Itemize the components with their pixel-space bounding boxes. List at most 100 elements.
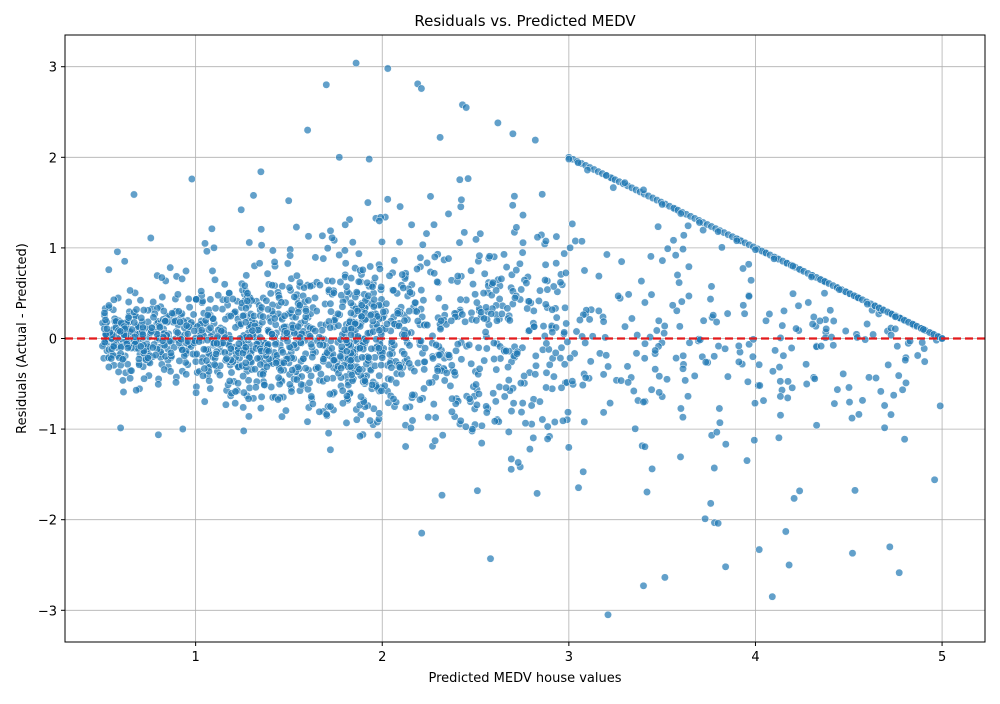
scatter-point xyxy=(363,278,372,287)
scatter-point xyxy=(601,333,610,342)
scatter-point xyxy=(930,475,939,484)
scatter-point xyxy=(531,351,540,360)
scatter-point xyxy=(367,344,376,353)
scatter-point xyxy=(338,302,347,311)
scatter-point xyxy=(762,316,770,325)
scatter-point xyxy=(387,363,396,372)
scatter-point xyxy=(734,341,743,350)
scatter-point xyxy=(303,417,312,426)
scatter-point xyxy=(503,304,512,313)
scatter-point xyxy=(629,387,638,395)
scatter-point xyxy=(135,355,143,363)
scatter-point xyxy=(172,378,180,387)
scatter-point xyxy=(755,545,764,554)
scatter-point xyxy=(116,423,125,432)
scatter-point xyxy=(199,345,208,354)
scatter-point xyxy=(550,418,559,426)
scatter-point xyxy=(257,392,266,401)
scatter-point xyxy=(581,373,590,382)
scatter-point xyxy=(334,309,342,318)
scatter-point xyxy=(568,219,577,228)
scatter-point xyxy=(869,330,878,339)
scatter-point xyxy=(100,338,109,347)
scatter-point xyxy=(778,321,787,330)
scatter-point xyxy=(646,333,655,342)
scatter-point xyxy=(200,397,209,406)
scatter-point xyxy=(807,272,816,281)
scatter-point xyxy=(378,353,387,362)
scatter-point xyxy=(354,277,363,286)
scatter-point xyxy=(272,358,281,367)
scatter-point xyxy=(206,323,215,332)
scatter-point xyxy=(107,354,116,363)
scatter-point xyxy=(519,238,527,247)
scatter-point xyxy=(346,356,355,365)
scatter-point xyxy=(829,317,838,325)
scatter-point xyxy=(538,190,547,199)
scatter-point xyxy=(249,191,258,200)
scatter-point xyxy=(355,344,364,353)
scatter-point xyxy=(408,416,417,425)
scatter-point xyxy=(284,196,293,205)
scatter-point xyxy=(455,175,464,184)
scatter-point xyxy=(783,393,792,402)
scatter-point xyxy=(109,295,118,304)
scatter-point xyxy=(774,433,783,442)
scatter-point xyxy=(880,401,889,410)
scatter-point xyxy=(481,328,490,337)
scatter-point xyxy=(124,313,133,322)
scatter-point xyxy=(396,202,405,211)
scatter-point xyxy=(207,224,216,233)
scatter-point xyxy=(378,237,386,246)
scatter-point xyxy=(543,285,552,294)
scatter-point xyxy=(490,417,499,426)
scatter-point xyxy=(228,295,237,303)
scatter-point xyxy=(739,264,747,273)
scatter-point xyxy=(433,277,442,286)
scatter-point xyxy=(300,283,309,292)
scatter-point xyxy=(292,223,301,232)
scatter-point xyxy=(863,300,872,309)
scatter-point xyxy=(609,183,618,192)
scatter-point xyxy=(902,378,910,387)
scatter-point xyxy=(477,439,486,448)
scatter-point xyxy=(266,289,275,298)
scatter-point xyxy=(679,245,687,254)
scatter-point xyxy=(327,344,336,353)
scatter-point xyxy=(214,291,223,300)
scatter-point xyxy=(139,306,148,315)
scatter-point xyxy=(684,392,692,401)
scatter-point xyxy=(771,346,780,355)
scatter-point xyxy=(586,357,595,366)
scatter-point xyxy=(461,422,470,431)
x-tick-label: 2 xyxy=(378,650,386,665)
scatter-point xyxy=(551,348,560,357)
scatter-point xyxy=(604,362,613,371)
scatter-point xyxy=(452,346,460,355)
scatter-point xyxy=(863,320,872,328)
scatter-point xyxy=(477,308,486,317)
scatter-point xyxy=(256,404,265,413)
scatter-point xyxy=(493,118,502,127)
scatter-point xyxy=(891,324,900,333)
scatter-point xyxy=(113,247,122,256)
scatter-point xyxy=(369,302,378,311)
scatter-point xyxy=(154,430,163,439)
scatter-point xyxy=(732,236,741,245)
scatter-point xyxy=(311,293,319,302)
scatter-point xyxy=(448,394,457,403)
scatter-point xyxy=(418,240,427,249)
scatter-point xyxy=(854,410,863,419)
scatter-point xyxy=(602,250,611,259)
scatter-point xyxy=(776,377,785,386)
scatter-point xyxy=(326,445,335,454)
scatter-point xyxy=(469,280,477,289)
scatter-point xyxy=(311,326,320,335)
scatter-point xyxy=(467,266,476,275)
scatter-point xyxy=(894,371,903,380)
scatter-point xyxy=(315,281,324,289)
scatter-point xyxy=(301,306,310,315)
scatter-point xyxy=(556,354,565,363)
scatter-point xyxy=(136,342,145,351)
scatter-point xyxy=(447,316,456,325)
